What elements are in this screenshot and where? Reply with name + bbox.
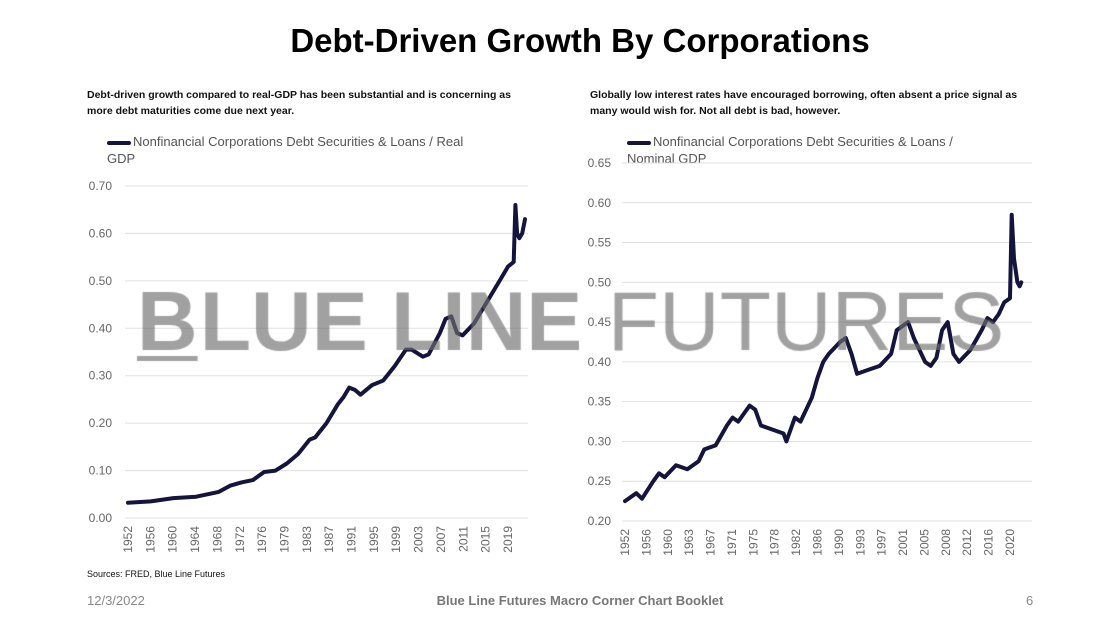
x-tick-label: 1993 [853,529,867,556]
y-tick-label: 0.45 [588,315,612,329]
y-tick-label: 0.25 [588,474,612,488]
x-tick-label: 2020 [1003,529,1017,556]
x-tick-label: 1971 [725,529,739,556]
x-tick-label: 1997 [875,529,889,556]
footer-booklet-title: Blue Line Futures Macro Corner Chart Boo… [436,593,724,608]
x-tick-label: 1978 [768,529,782,556]
x-tick-label: 1956 [639,529,653,556]
x-tick-label: 1960 [661,529,675,556]
y-tick-label: 0.20 [588,514,612,528]
x-tick-label: 1982 [789,529,803,556]
y-tick-label: 0.40 [588,355,612,369]
y-tick-label: 0.50 [588,275,612,289]
x-tick-label: 2016 [982,529,996,556]
y-tick-label: 0.30 [588,434,612,448]
y-tick-label: 0.55 [588,236,612,250]
page-number: 6 [1026,593,1034,608]
y-tick-label: 0.60 [588,196,612,210]
x-tick-label: 2001 [896,529,910,556]
x-tick-label: 1963 [682,529,696,556]
x-tick-label: 1990 [832,529,846,556]
footer-date: 12/3/2022 [87,593,145,608]
x-tick-label: 2012 [960,529,974,556]
x-tick-label: 1967 [704,529,718,556]
x-tick-label: 2008 [939,529,953,556]
x-tick-label: 1975 [746,529,760,556]
series-line [623,212,1024,504]
y-tick-label: 0.65 [588,156,612,170]
y-tick-label: 0.35 [588,395,612,409]
x-tick-label: 1986 [811,529,825,556]
sources-note: Sources: FRED, Blue Line Futures [87,569,226,579]
x-tick-label: 2005 [917,529,931,556]
x-tick-label: 1952 [618,529,632,556]
